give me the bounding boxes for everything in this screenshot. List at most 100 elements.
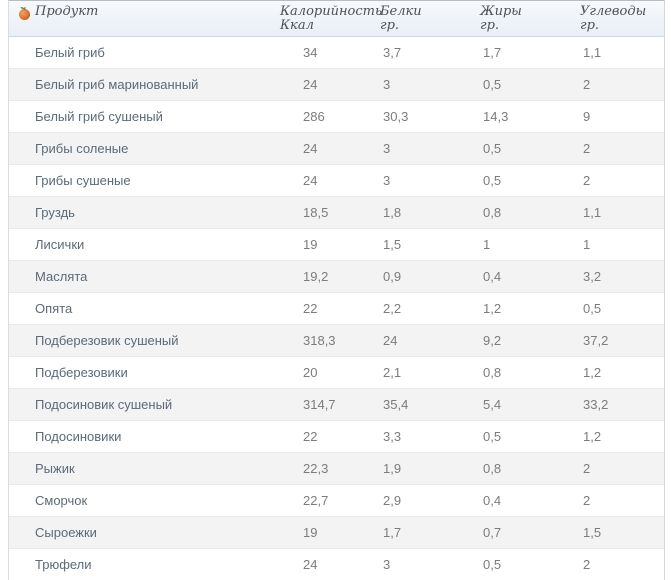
column-unit: гр. [380, 19, 480, 33]
protein-cell: 1,5 [380, 229, 480, 261]
row-left-spacer [9, 357, 35, 389]
column-unit: Ккал [280, 19, 380, 33]
protein-cell: 24 [380, 325, 480, 357]
kcal-cell: 22 [280, 421, 380, 453]
fat-cell: 0,8 [480, 357, 580, 389]
column-unit: гр. [580, 19, 664, 33]
carbs-cell: 1,5 [580, 517, 664, 549]
product-cell: Грибы сушеные [35, 165, 280, 197]
carbs-cell: 2 [580, 485, 664, 517]
fat-cell: 0,7 [480, 517, 580, 549]
column-label: Белки [380, 4, 422, 19]
fat-cell: 0,5 [480, 165, 580, 197]
carbs-cell: 1,1 [580, 37, 664, 69]
carbs-cell: 1 [580, 229, 664, 261]
kcal-cell: 20 [280, 357, 380, 389]
product-cell: Подосиновик сушеный [35, 389, 280, 421]
product-cell: Рыжик [35, 453, 280, 485]
row-left-spacer [9, 517, 35, 549]
row-left-spacer [9, 165, 35, 197]
fat-cell: 0,5 [480, 549, 580, 580]
fat-cell: 0,5 [480, 421, 580, 453]
carbs-cell: 3,2 [580, 261, 664, 293]
product-cell: Белый гриб маринованный [35, 69, 280, 101]
column-header-kcal: Калорийность Ккал [280, 1, 380, 37]
fat-cell: 0,8 [480, 453, 580, 485]
kcal-cell: 19,2 [280, 261, 380, 293]
row-left-spacer [9, 293, 35, 325]
kcal-cell: 314,7 [280, 389, 380, 421]
row-left-spacer [9, 421, 35, 453]
nutrition-table-container: Продукт Калорийность Ккал Белки гр. Жиры… [8, 0, 665, 580]
row-left-spacer [9, 37, 35, 69]
protein-cell: 1,7 [380, 517, 480, 549]
kcal-cell: 22 [280, 293, 380, 325]
kcal-cell: 19 [280, 229, 380, 261]
protein-cell: 3 [380, 165, 480, 197]
column-label: Продукт [35, 4, 98, 19]
fat-cell: 14,3 [480, 101, 580, 133]
carbs-cell: 0,5 [580, 293, 664, 325]
fat-cell: 0,4 [480, 485, 580, 517]
carbs-cell: 1,2 [580, 357, 664, 389]
product-cell: Белый гриб сушеный [35, 101, 280, 133]
product-cell: Маслята [35, 261, 280, 293]
product-cell: Опята [35, 293, 280, 325]
carbs-cell: 37,2 [580, 325, 664, 357]
kcal-cell: 19 [280, 517, 380, 549]
fat-cell: 0,5 [480, 133, 580, 165]
fat-cell: 1,2 [480, 293, 580, 325]
product-cell: Трюфели [35, 549, 280, 580]
kcal-cell: 24 [280, 549, 380, 580]
carbs-cell: 2 [580, 69, 664, 101]
protein-cell: 0,9 [380, 261, 480, 293]
column-header-protein: Белки гр. [380, 1, 480, 37]
row-left-spacer [9, 197, 35, 229]
product-cell: Подберезовики [35, 357, 280, 389]
row-left-spacer [9, 69, 35, 101]
nutrition-table: Продукт Калорийность Ккал Белки гр. Жиры… [9, 1, 664, 580]
row-left-spacer [9, 133, 35, 165]
carbs-cell: 2 [580, 133, 664, 165]
protein-cell: 3,7 [380, 37, 480, 69]
fat-cell: 1 [480, 229, 580, 261]
product-cell: Груздь [35, 197, 280, 229]
fat-cell: 1,7 [480, 37, 580, 69]
product-cell: Подосиновики [35, 421, 280, 453]
kcal-cell: 18,5 [280, 197, 380, 229]
carbs-cell: 2 [580, 453, 664, 485]
protein-cell: 3,3 [380, 421, 480, 453]
product-cell: Лисички [35, 229, 280, 261]
protein-cell: 30,3 [380, 101, 480, 133]
carbs-cell: 9 [580, 101, 664, 133]
row-left-spacer [9, 549, 35, 580]
column-label: Жиры [480, 4, 522, 19]
protein-cell: 3 [380, 133, 480, 165]
kcal-cell: 286 [280, 101, 380, 133]
fruit-icon [17, 5, 32, 21]
column-header-carbs: Углеводы гр. [580, 1, 664, 37]
column-unit: гр. [480, 19, 580, 33]
column-header-fat: Жиры гр. [480, 1, 580, 37]
protein-cell: 1,9 [380, 453, 480, 485]
product-cell: Сыроежки [35, 517, 280, 549]
kcal-cell: 24 [280, 133, 380, 165]
product-cell: Подберезовик сушеный [35, 325, 280, 357]
protein-cell: 1,8 [380, 197, 480, 229]
